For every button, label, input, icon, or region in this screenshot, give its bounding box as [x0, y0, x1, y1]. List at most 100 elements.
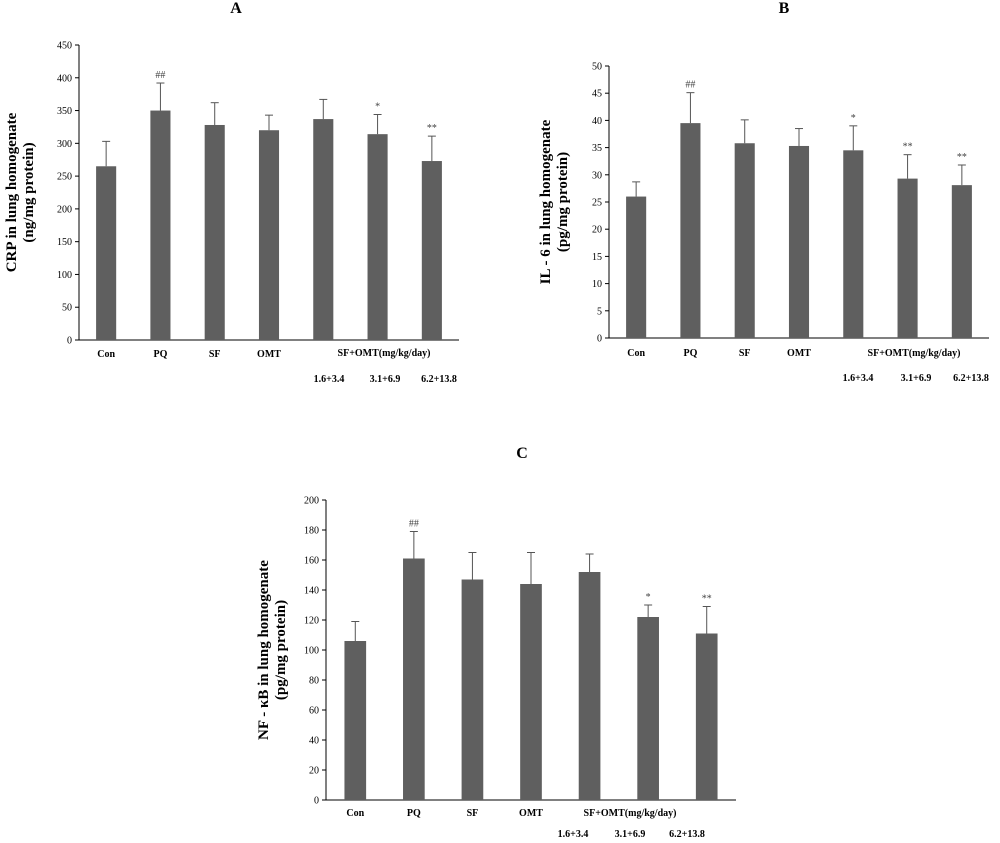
significance-marker: ** [702, 594, 712, 605]
chart-b: B IL - 6 in lung homogenate (pg/mg protein… [538, 0, 989, 384]
y-tick-label: 200 [304, 496, 319, 507]
bar [313, 119, 334, 340]
y-tick-label: 100 [57, 270, 72, 281]
significance-marker: * [646, 592, 651, 603]
bar [626, 196, 647, 338]
significance-marker: ## [155, 70, 165, 81]
x-dose-label: 3.1+6.9 [901, 373, 932, 384]
y-tick-label: 100 [304, 646, 319, 657]
x-dose-label: 6.2+13.8 [421, 374, 457, 385]
chart-a: A CRP in lung homogenate (ng/mg protein) 0 5… [4, 0, 459, 385]
chart-title: C [516, 445, 528, 462]
y-axis-label-unit: (pg/mg protein) [273, 600, 289, 700]
bar [897, 178, 918, 338]
x-category-label: SF [739, 348, 751, 359]
x-dose-label: 1.6+3.4 [843, 373, 874, 384]
x-category-label: PQ [683, 348, 697, 359]
chart-panel-a: A CRP in lung homogenate (ng/mg protein) 0 5… [0, 0, 470, 400]
bar [150, 110, 171, 340]
bar [695, 633, 718, 800]
x-category-label: SF [467, 808, 479, 819]
y-tick-label: 450 [57, 41, 72, 52]
x-group-label: SF+OMT(mg/kg/day) [584, 808, 677, 819]
bar [843, 150, 864, 338]
y-tick-label: 250 [57, 172, 72, 183]
x-dose-label: 1.6+3.4 [558, 829, 589, 840]
bar [578, 572, 601, 800]
y-tick-label: 180 [304, 526, 319, 537]
y-tick-label: 200 [57, 204, 72, 215]
y-tick-label: 5 [597, 306, 602, 317]
y-tick-label: 25 [592, 198, 602, 209]
x-category-label: Con [346, 808, 364, 819]
x-dose-label: 6.2+13.8 [669, 829, 705, 840]
significance-marker: ** [957, 152, 967, 163]
y-tick-label: 20 [309, 766, 319, 777]
y-tick-label: 50 [62, 303, 72, 314]
significance-marker: * [375, 101, 380, 112]
bar [788, 145, 810, 338]
x-dose-label: 6.2+13.8 [953, 373, 989, 384]
y-tick-label: 0 [597, 334, 602, 345]
y-tick-label: 0 [314, 796, 319, 807]
y-tick-label: 60 [309, 706, 319, 717]
y-tick-label: 160 [304, 556, 319, 567]
bar [403, 558, 425, 800]
significance-marker: ## [409, 519, 419, 530]
significance-marker: * [851, 113, 856, 124]
x-category-label: Con [627, 348, 645, 359]
bar [421, 161, 442, 340]
bar [258, 130, 280, 340]
y-axis-label-unit: (pg/mg protein) [555, 152, 571, 252]
bar [204, 124, 225, 340]
y-tick-label: 20 [592, 225, 602, 236]
y-tick-label: 120 [304, 616, 319, 627]
chart-title: B [779, 0, 790, 17]
y-axis-label-unit: (ng/mg protein) [21, 142, 37, 242]
y-tick-label: 10 [592, 279, 602, 290]
x-dose-label: 3.1+6.9 [370, 374, 401, 385]
x-category-label: OMT [257, 349, 281, 360]
y-tick-label: 45 [592, 89, 602, 100]
x-category-label: OMT [787, 348, 811, 359]
y-tick-label: 140 [304, 586, 319, 597]
x-dose-label: 3.1+6.9 [615, 829, 646, 840]
bar [734, 143, 755, 338]
x-category-label: PQ [407, 808, 421, 819]
x-group-label: SF+OMT(mg/kg/day) [868, 348, 961, 359]
y-tick-label: 150 [57, 237, 72, 248]
y-tick-label: 300 [57, 139, 72, 150]
x-category-label: SF [209, 349, 221, 360]
bar [637, 617, 659, 800]
bar [344, 641, 367, 800]
bar [96, 166, 117, 340]
bar [367, 134, 388, 340]
y-tick-label: 50 [592, 62, 602, 73]
y-tick-label: 35 [592, 143, 602, 154]
y-tick-label: 350 [57, 106, 72, 117]
x-category-label: Con [97, 349, 115, 360]
y-tick-label: 40 [309, 736, 319, 747]
x-category-label: PQ [153, 349, 167, 360]
x-dose-label: 1.6+3.4 [314, 374, 345, 385]
y-axis-label: CRP in lung homogenate [4, 112, 20, 272]
y-axis-label: IL - 6 in lung homogenate [538, 119, 554, 284]
x-category-label: OMT [519, 808, 543, 819]
y-tick-label: 400 [57, 73, 72, 84]
x-group-label: SF+OMT(mg/kg/day) [338, 348, 431, 359]
significance-marker: ** [903, 142, 913, 153]
y-tick-label: 0 [67, 336, 72, 347]
y-tick-label: 40 [592, 116, 602, 127]
chart-panel-b: B IL - 6 in lung homogenate (pg/mg protein… [520, 0, 1000, 400]
y-tick-label: 15 [592, 252, 602, 263]
chart-panel-c: C NF - κB in lung homogenate (pg/mg protei… [240, 440, 760, 840]
bar [680, 123, 701, 339]
significance-marker: ** [427, 123, 437, 134]
bar [951, 185, 972, 338]
chart-title: A [230, 0, 242, 17]
bar [520, 584, 542, 800]
chart-c: C NF - κB in lung homogenate (pg/mg protei… [256, 445, 736, 840]
y-axis-label: NF - κB in lung homogenate [256, 560, 272, 740]
y-tick-label: 80 [309, 676, 319, 687]
significance-marker: ## [685, 80, 695, 91]
